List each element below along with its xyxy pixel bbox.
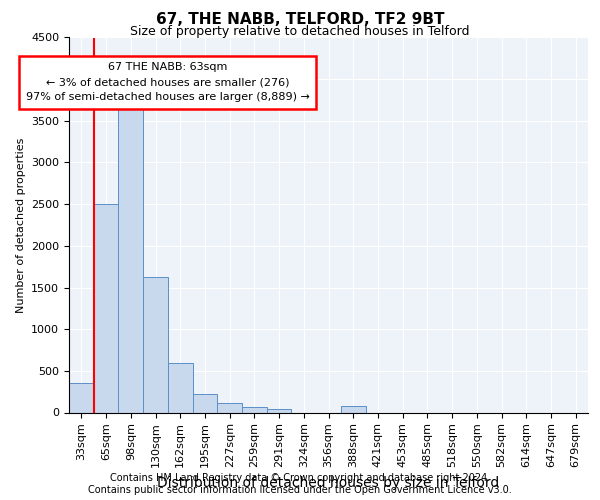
Text: 67, THE NABB, TELFORD, TF2 9BT: 67, THE NABB, TELFORD, TF2 9BT xyxy=(156,12,444,28)
Text: 67 THE NABB: 63sqm
← 3% of detached houses are smaller (276)
97% of semi-detache: 67 THE NABB: 63sqm ← 3% of detached hous… xyxy=(26,62,310,102)
Bar xyxy=(193,394,217,412)
Bar xyxy=(267,409,292,412)
Bar xyxy=(341,406,365,412)
Bar xyxy=(118,104,143,412)
Bar xyxy=(168,364,193,412)
Bar xyxy=(217,404,242,412)
Y-axis label: Number of detached properties: Number of detached properties xyxy=(16,138,26,312)
Bar xyxy=(242,407,267,412)
Bar xyxy=(143,276,168,412)
X-axis label: Distribution of detached houses by size in Telford: Distribution of detached houses by size … xyxy=(157,476,500,490)
Bar xyxy=(94,204,118,412)
Bar xyxy=(69,382,94,412)
Text: Contains HM Land Registry data © Crown copyright and database right 2024.
Contai: Contains HM Land Registry data © Crown c… xyxy=(88,474,512,495)
Text: Size of property relative to detached houses in Telford: Size of property relative to detached ho… xyxy=(130,25,470,38)
